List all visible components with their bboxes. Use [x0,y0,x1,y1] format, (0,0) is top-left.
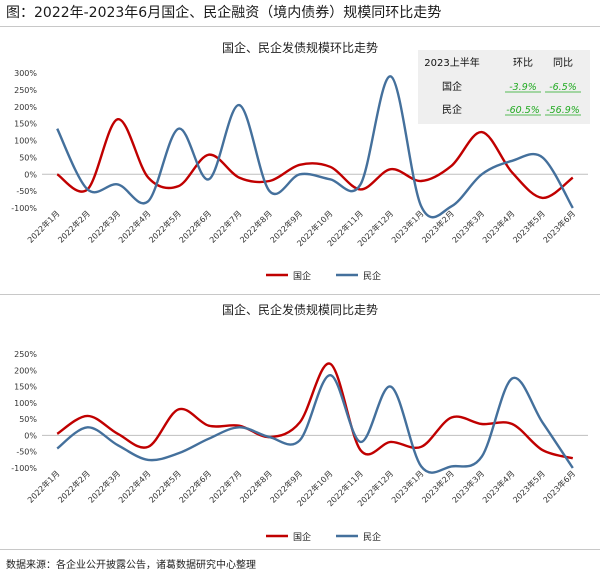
legend-label-soe: 国企 [293,270,311,282]
summary-row-label: 国企 [442,80,462,93]
y-tick-label: -100% [11,464,37,473]
page-title: 图：2022年-2023年6月国企、民企融资（境内债券）规模同环比走势 [6,5,442,21]
series-line-soe [56,362,574,460]
legend-label-private: 民企 [363,531,381,543]
source-divider [0,549,600,550]
summary-header-0: 2023上半年 [424,56,479,69]
yoy-chart: 国企、民企发债规模同比走势 -100% -50% 0% 50% 100% 150% 200% 2… [11,302,588,543]
chart-title: 国企、民企发债规模同比走势 [222,302,378,317]
y-tick-label: 0% [24,431,37,440]
y-tick-label: 0% [24,170,37,179]
y-tick-label: 200% [14,103,37,112]
title-divider [0,26,600,27]
summary-header-1: 环比 [513,57,533,69]
x-tick-label: 2023年6月 [541,208,577,244]
y-tick-label: 250% [14,350,37,359]
summary-value: -56.9% [546,105,580,116]
y-tick-label: -50% [16,448,37,457]
legend-label-private: 民企 [363,270,381,282]
summary-header-2: 同比 [553,57,573,69]
summary-value: -3.9% [509,82,537,93]
source-note: 数据来源：各企业公开披露公告，诸葛数据研究中心整理 [6,560,256,571]
summary-value: -6.5% [549,82,577,93]
y-tick-label: 250% [14,86,37,95]
summary-row-label: 民企 [442,103,462,116]
chart-divider [0,294,600,295]
y-tick-label: -50% [16,187,37,196]
y-tick-label: 150% [14,120,37,129]
x-tick-label: 2023年6月 [541,468,577,504]
series-line-private [56,373,574,474]
y-tick-label: 50% [19,153,37,162]
summary-table-bg [418,50,590,124]
series-line-private [56,75,574,219]
y-tick-label: 100% [14,399,37,408]
mom-chart: 国企、民企发债规模环比走势 -100% -50% 0% 50% 100% 150% 200% 2… [11,40,590,282]
summary-value: -60.5% [506,105,540,116]
y-tick-label: 150% [14,383,37,392]
legend-label-soe: 国企 [293,531,311,543]
y-tick-label: 100% [14,137,37,146]
y-tick-label: 50% [19,415,37,424]
series-line-soe [56,118,574,200]
y-tick-label: -100% [11,204,37,213]
y-tick-label: 200% [14,366,37,375]
chart-title: 国企、民企发债规模环比走势 [222,40,378,55]
y-tick-label: 300% [14,69,37,78]
